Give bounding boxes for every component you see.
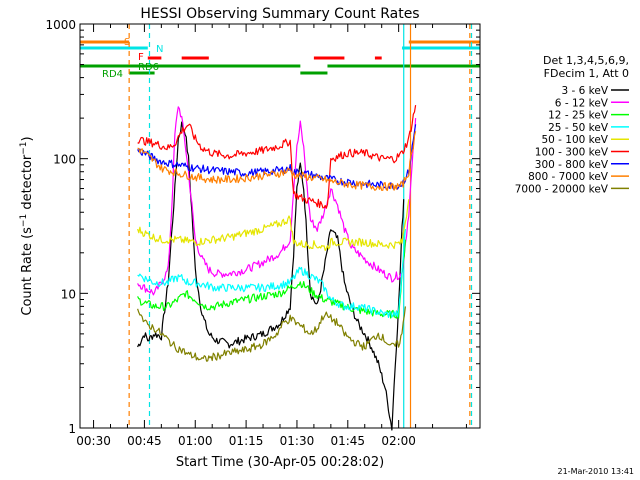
legend-label-300-800-kev: 300 - 800 keV: [535, 159, 609, 171]
series-line-7000-20000-kev: [137, 306, 406, 362]
y-axis-label-sup1: −1: [19, 214, 29, 227]
flag-labels: S N F RD6 RD4: [102, 37, 163, 80]
y-axis-label-mid: detector: [20, 154, 35, 214]
legend-label-6-12-kev: 6 - 12 keV: [555, 97, 609, 109]
x-axis-label: Start Time (30-Apr-05 00:28:02): [176, 455, 384, 470]
y-tick-label: 100: [53, 153, 76, 167]
legend-label-100-300-kev: 100 - 300 keV: [535, 147, 609, 159]
flag-label-rd4: RD4: [102, 69, 123, 80]
y-tick-label: 1000: [45, 18, 76, 32]
y-axis-label-sup2: −1: [19, 141, 29, 154]
x-tick-label: 01:45: [330, 434, 365, 448]
legend-label-3-6-kev: 3 - 6 keV: [561, 85, 608, 97]
series-line-50-100-kev: [137, 199, 410, 251]
x-tick-label: 01:00: [178, 434, 213, 448]
x-tick-label: 00:30: [76, 434, 111, 448]
flag-label-f: F: [138, 52, 144, 63]
x-tick-label: 00:45: [127, 434, 162, 448]
series-line-300-800-kev: [137, 124, 417, 191]
chart-title: HESSI Observing Summary Count Rates: [140, 6, 419, 22]
x-tick-label: 01:15: [229, 434, 264, 448]
series-lines: [137, 105, 417, 431]
series-line-800-7000-kev: [137, 131, 417, 192]
x-tick-label: 02:00: [381, 434, 416, 448]
flag-label-n: N: [156, 44, 163, 55]
legend-label-800-7000-kev: 800 - 7000 keV: [528, 171, 609, 183]
series-line-25-50-kev: [137, 229, 406, 318]
y-axis-label: Count Rate (s−1 detector−1): [19, 136, 35, 315]
legend: Det 1,3,4,5,6,9,FDecim 1, Att 0 3 - 6 keV…: [515, 54, 629, 195]
y-tick-label: 1: [68, 422, 76, 436]
axes: 00:30 00:45 01:00 01:15 01:30 01:45 02:00 1 10 10…: [45, 18, 480, 448]
x-tick-label: 01:30: [280, 434, 315, 448]
legend-label-25-50-kev: 25 - 50 keV: [548, 122, 609, 134]
series-line-6-12-kev: [137, 106, 417, 296]
y-axis-label-post: ): [20, 136, 35, 141]
series-line-100-300-kev: [137, 105, 417, 209]
flag-label-rd6: RD6: [138, 62, 159, 73]
y-axis-label-pre: Count Rate (s: [20, 227, 35, 316]
legend-label-50-100-kev: 50 - 100 keV: [541, 134, 608, 146]
y-tick-label: 10: [61, 287, 76, 301]
legend-header-line: FDecim 1, Att 0: [544, 67, 629, 80]
legend-label-7000-20000-kev: 7000 - 20000 keV: [515, 183, 609, 195]
legend-header-line: Det 1,3,4,5,6,9,: [543, 54, 629, 67]
series-line-3-6-kev: [137, 121, 405, 431]
flag-label-s: S: [124, 37, 130, 48]
attenuator-lines: [128, 24, 473, 428]
footer-date: 21-Mar-2010 13:41: [558, 467, 635, 476]
legend-label-12-25-kev: 12 - 25 keV: [548, 110, 609, 122]
series-line-12-25-kev: [137, 239, 406, 319]
